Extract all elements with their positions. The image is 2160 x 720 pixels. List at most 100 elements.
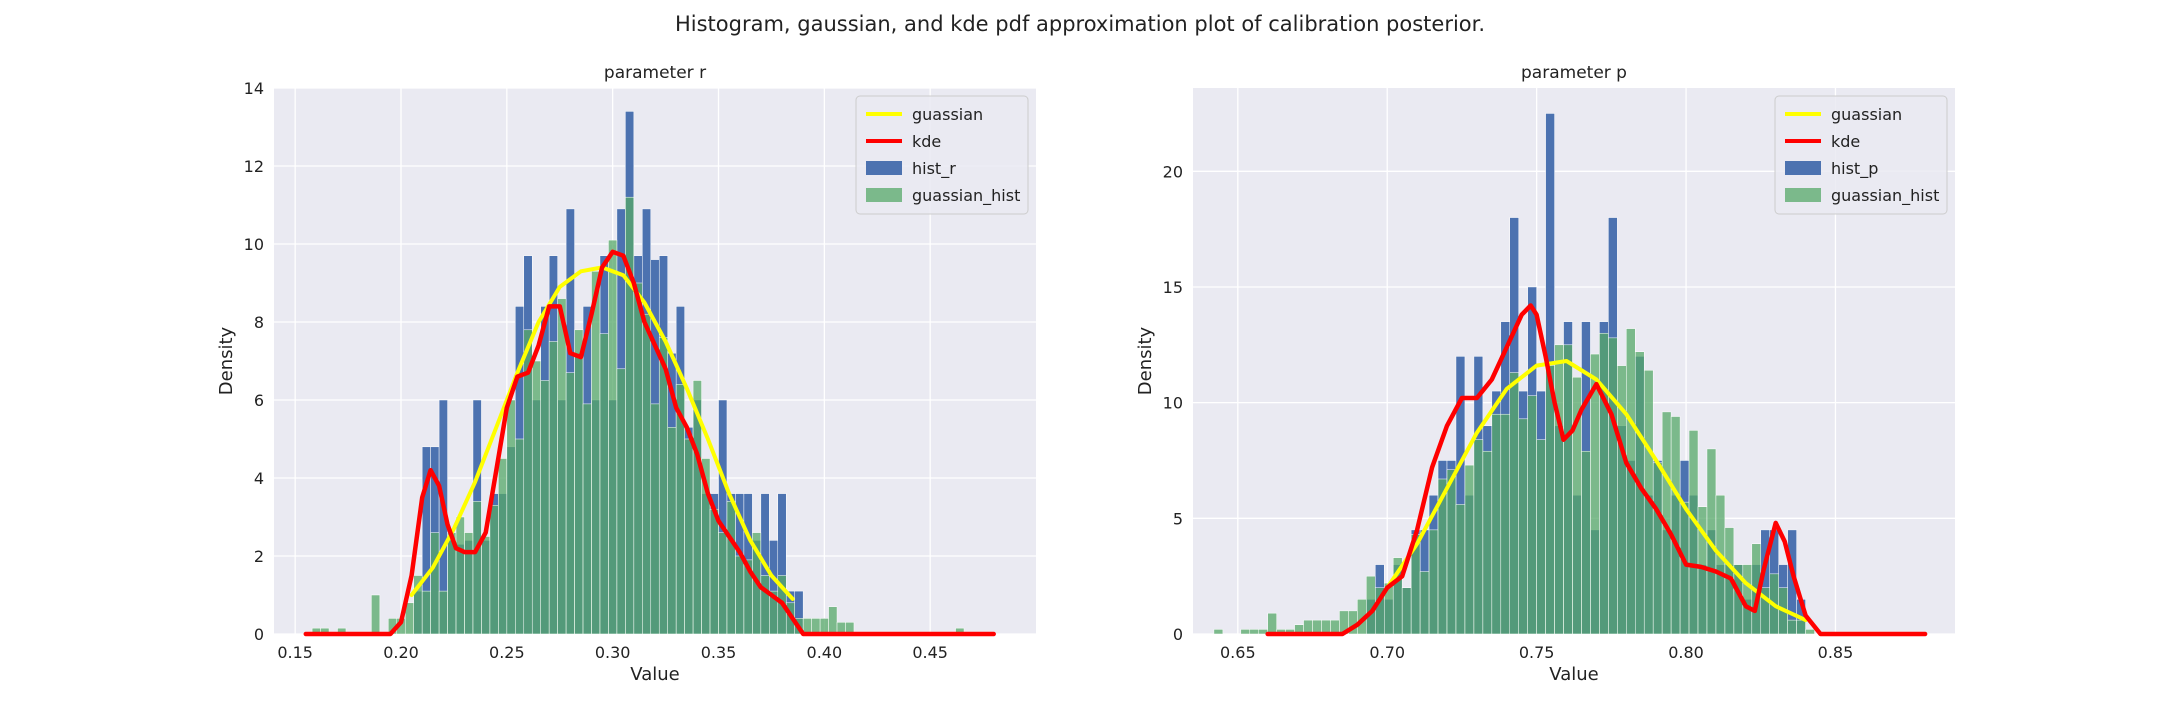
gaussian-hist-bar <box>1688 430 1699 635</box>
gaussian-hist-bar <box>540 380 550 635</box>
subplot-parameter-r: 0.15 0.20 0.25 0.30 0.35 0.40 0.45 0 2 4 6 8 10 12 14 p… <box>216 63 1036 685</box>
gaussian-hist-bar <box>828 606 838 635</box>
gaussian-hist-bar <box>1240 629 1251 635</box>
gaussian-hist-bar <box>1805 629 1815 635</box>
legend-swatch-guassian_hist <box>866 188 902 202</box>
y-tick-label: 5 <box>1173 509 1183 528</box>
gaussian-hist-bar <box>1464 464 1475 635</box>
x-tick-label: 0.40 <box>807 643 843 662</box>
legend-label: hist_r <box>912 159 956 179</box>
x-tick-label: 0.35 <box>701 643 737 662</box>
legend-swatch-guassian_hist <box>1785 188 1821 202</box>
gaussian-hist-bar <box>557 298 567 635</box>
y-axis-label: Density <box>1135 326 1156 395</box>
gaussian-hist-bar <box>1213 629 1224 635</box>
gaussian-hist-bar <box>1787 619 1797 635</box>
gaussian-hist-bar <box>684 438 694 635</box>
gaussian-hist-bar <box>658 337 668 635</box>
gaussian-hist-bar <box>489 505 499 635</box>
x-axis-label: Value <box>1549 664 1598 685</box>
legend-label: guassian <box>1831 105 1902 124</box>
y-tick-label: 6 <box>254 391 264 410</box>
subplot-title: parameter r <box>604 63 706 83</box>
gaussian-hist-bar <box>506 399 516 635</box>
gaussian-hist-bar <box>1518 418 1528 635</box>
gaussian-hist-bar <box>582 403 592 635</box>
gaussian-hist-bar <box>1599 332 1609 635</box>
gaussian-hist-bar <box>1428 529 1439 635</box>
x-tick-label: 0.65 <box>1220 643 1256 662</box>
gaussian-hist-bar <box>1267 612 1277 635</box>
gaussian-hist-bar <box>667 427 677 635</box>
gaussian-hist-bar <box>531 360 541 635</box>
legend-label: kde <box>912 132 941 151</box>
gaussian-hist-bar <box>642 313 652 635</box>
y-tick-label: 20 <box>1163 162 1183 181</box>
x-axis-label: Value <box>630 664 679 685</box>
y-tick-label: 0 <box>1173 625 1183 644</box>
y-tick-label: 2 <box>254 547 264 566</box>
gaussian-hist-bar <box>371 594 381 635</box>
kde-line <box>1265 303 1928 637</box>
gaussian-hist-bar <box>1563 344 1573 635</box>
gaussian-hist-bar <box>1536 439 1546 635</box>
gaussian-hist-bar <box>574 329 584 635</box>
gaussian-hist-bar <box>819 618 829 635</box>
gaussian-hist-bar <box>1679 501 1690 635</box>
y-tick-label: 15 <box>1163 278 1183 297</box>
x-tick-label: 0.45 <box>912 643 948 662</box>
kde-line <box>303 249 996 637</box>
legend-box <box>855 95 1029 215</box>
x-tick-label: 0.25 <box>489 643 525 662</box>
gaussian-hist-bar <box>1419 571 1430 635</box>
legend: guassian kde hist_r guassian_hist <box>855 95 1029 215</box>
gaussian-hist-bar <box>633 282 643 635</box>
y-tick-label: 12 <box>244 157 264 176</box>
gaussian-hist-bar <box>1455 504 1466 635</box>
gaussian-hist-bar <box>1500 413 1511 635</box>
gaussian-hist-bar <box>472 501 482 635</box>
legend-label: hist_p <box>1831 159 1878 179</box>
x-tick-label: 0.70 <box>1369 643 1405 662</box>
y-axis-label: Density <box>216 326 237 395</box>
gaussian-hist-bar <box>1652 462 1663 635</box>
legend-label: guassian_hist <box>1831 186 1939 206</box>
gaussian-hist-bar <box>1554 344 1564 635</box>
y-tick-label: 4 <box>254 469 264 488</box>
gaussian-hist-bar <box>1491 413 1502 635</box>
subplot-title: parameter p <box>1521 63 1627 83</box>
gaussian-hist-bar <box>430 532 440 635</box>
gaussian-hist-bar <box>616 368 626 635</box>
gaussian-hist-bar <box>1626 328 1636 635</box>
x-tick-label: 0.80 <box>1668 643 1704 662</box>
gaussian-hist-bar <box>1473 439 1484 635</box>
x-tick-label: 0.20 <box>383 643 419 662</box>
gaussian-hist-bar <box>1527 395 1537 635</box>
gaussian-hist-bar <box>735 555 745 635</box>
y-tick-label: 10 <box>244 235 264 254</box>
gaussian-hist-bar <box>1670 416 1681 635</box>
gaussian-hist-bar <box>498 458 508 635</box>
legend-label: kde <box>1831 132 1860 151</box>
gaussian-hist-bar <box>1608 337 1618 635</box>
gaussian-hist-bar <box>515 438 525 635</box>
gaussian-hist-bar <box>421 590 431 635</box>
gaussian-hist-bar <box>608 239 618 635</box>
gaussian-hist-bar <box>565 372 575 635</box>
gaussian-hist-bar <box>548 341 558 635</box>
gaussian-hist-bar <box>650 403 660 635</box>
gaussian-hist-bar <box>599 333 609 635</box>
gaussian-hist-bar <box>726 501 736 635</box>
gaussian-hist-bar <box>802 618 812 635</box>
y-tick-label: 14 <box>244 79 264 98</box>
gaussian-line <box>1385 359 1808 623</box>
gaussian-hist-bar <box>760 575 770 635</box>
y-tick-label: 10 <box>1163 394 1183 413</box>
gaussian-hist-bar <box>591 271 601 635</box>
gaussian-hist-bar <box>1796 619 1806 635</box>
gaussian-hist-bar <box>718 532 728 635</box>
gaussian-hist-bar <box>481 536 491 635</box>
legend-swatch-hist_p <box>1785 161 1821 175</box>
gaussian-hist-bar <box>464 532 474 635</box>
legend: guassian kde hist_p guassian_hist <box>1774 95 1948 215</box>
